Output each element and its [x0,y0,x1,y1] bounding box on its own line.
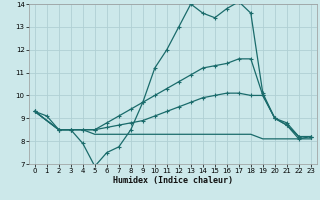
X-axis label: Humidex (Indice chaleur): Humidex (Indice chaleur) [113,176,233,185]
